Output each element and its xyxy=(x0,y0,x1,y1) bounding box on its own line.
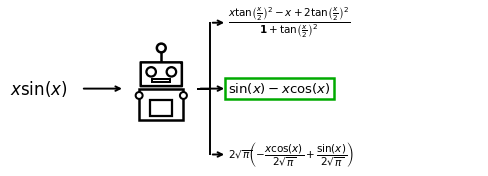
Text: $\dfrac{x\tan\!\left(\frac{x}{2}\right)^{2} - x + 2\tan\!\left(\frac{x}{2}\right: $\dfrac{x\tan\!\left(\frac{x}{2}\right)^… xyxy=(228,5,350,40)
Circle shape xyxy=(146,67,156,77)
Circle shape xyxy=(136,92,142,99)
Circle shape xyxy=(167,67,176,77)
Bar xyxy=(152,79,170,82)
FancyBboxPatch shape xyxy=(141,62,182,86)
Text: $2\sqrt{\pi}\!\left(-\dfrac{x\cos(x)}{2\sqrt{\pi}} + \dfrac{\sin(x)}{2\sqrt{\pi}: $2\sqrt{\pi}\!\left(-\dfrac{x\cos(x)}{2\… xyxy=(228,140,354,169)
Text: $\sin(x) - x\cos(x)$: $\sin(x) - x\cos(x)$ xyxy=(228,81,331,96)
Bar xyxy=(150,100,172,116)
Circle shape xyxy=(180,92,187,99)
Text: $x \sin(x)$: $x \sin(x)$ xyxy=(10,79,68,99)
Bar xyxy=(139,89,183,120)
Circle shape xyxy=(157,44,166,52)
